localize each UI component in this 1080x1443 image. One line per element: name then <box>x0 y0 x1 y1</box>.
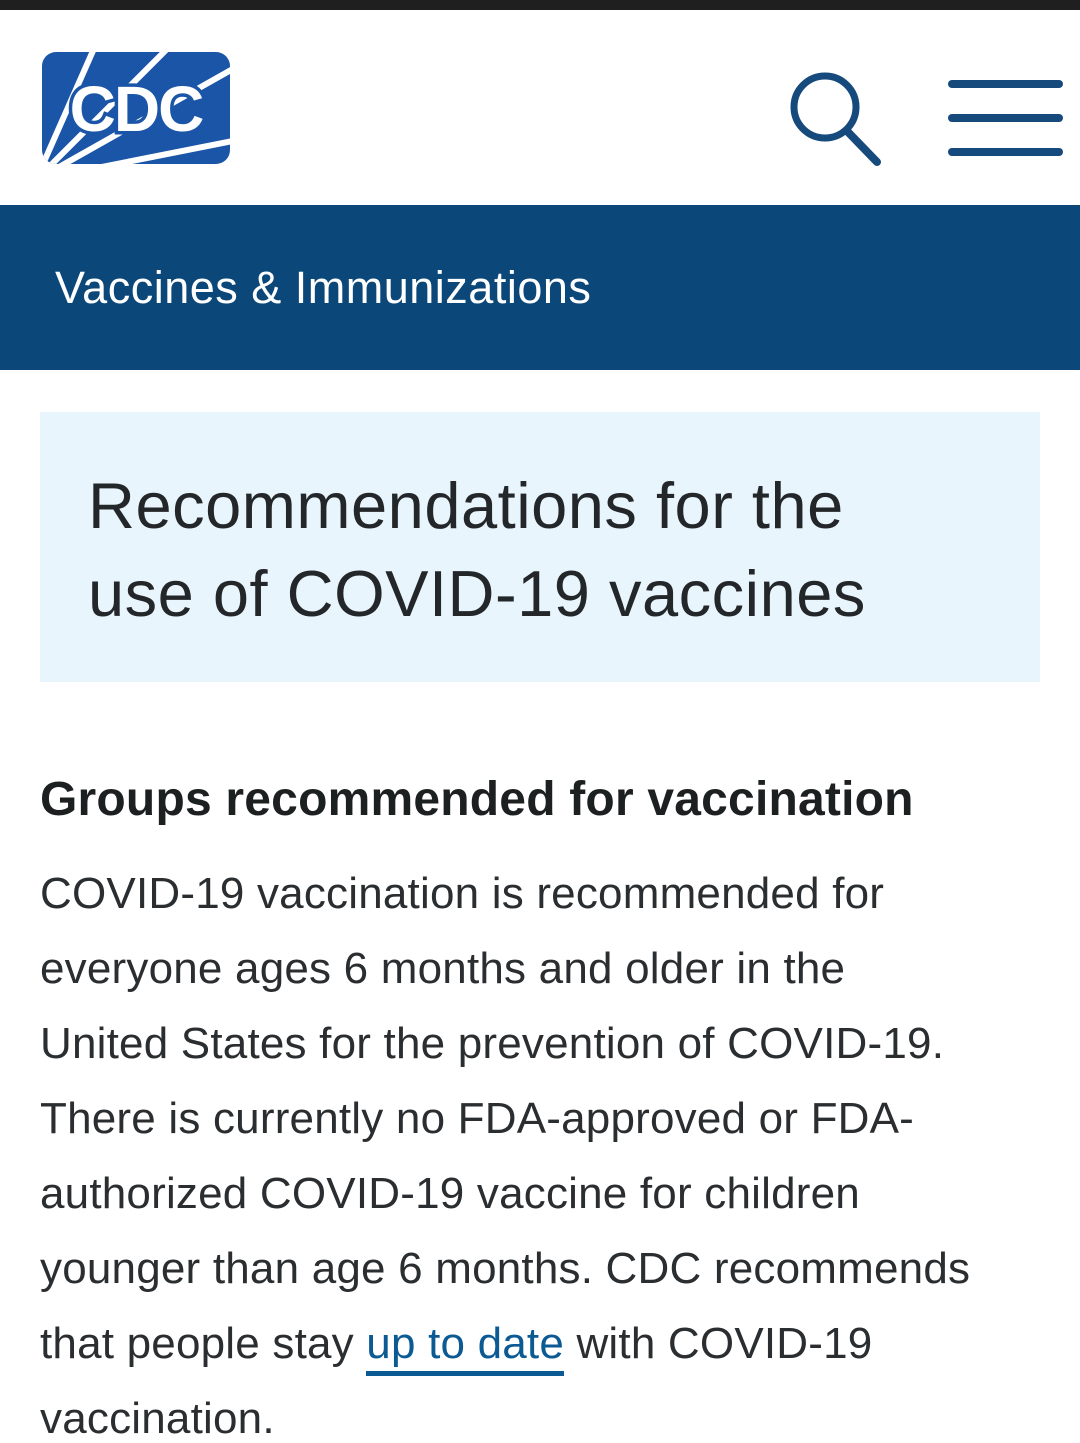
page-title-hero: Recommendations for the use of COVID-19 … <box>40 412 1040 682</box>
paragraph-line: vaccination. <box>40 1394 275 1443</box>
page-title: Recommendations for the use of COVID-19 … <box>88 462 992 638</box>
section-banner: Vaccines & Immunizations <box>0 205 1080 370</box>
menu-icon[interactable] <box>948 76 1063 158</box>
svg-text:CDC: CDC <box>70 73 203 145</box>
search-icon[interactable] <box>785 62 885 170</box>
site-header: CDC <box>0 10 1080 205</box>
link-line-before: that people stay <box>40 1319 367 1368</box>
cdc-logo[interactable]: CDC <box>42 52 230 164</box>
up-to-date-link[interactable]: up to date <box>366 1319 565 1376</box>
paragraph-line: authorized COVID-19 vaccine for children <box>40 1169 860 1218</box>
paragraph-line: COVID-19 vaccination is recommended for <box>40 869 885 918</box>
paragraph-line: everyone ages 6 months and older in the <box>40 944 846 993</box>
paragraph-line: United States for the prevention of COVI… <box>40 1019 945 1068</box>
link-line-after: with COVID-19 <box>564 1319 873 1368</box>
section-heading: Groups recommended for vaccination <box>40 773 914 826</box>
status-bar <box>0 0 1080 10</box>
page-title-line: Recommendations for the <box>88 469 844 542</box>
page-title-line: use of COVID-19 vaccines <box>88 557 866 630</box>
cdc-logo-icon: CDC <box>42 52 230 164</box>
paragraph-line: There is currently no FDA-approved or FD… <box>40 1094 915 1143</box>
section-banner-title[interactable]: Vaccines & Immunizations <box>55 261 592 313</box>
paragraph-line: younger than age 6 months. CDC recommend… <box>40 1244 971 1293</box>
paragraph-line-with-link: that people stay up to date with COVID-1… <box>40 1306 1040 1381</box>
main-content: Recommendations for the use of COVID-19 … <box>0 412 1080 1443</box>
body-paragraph: COVID-19 vaccination is recommended for … <box>40 856 1040 1443</box>
